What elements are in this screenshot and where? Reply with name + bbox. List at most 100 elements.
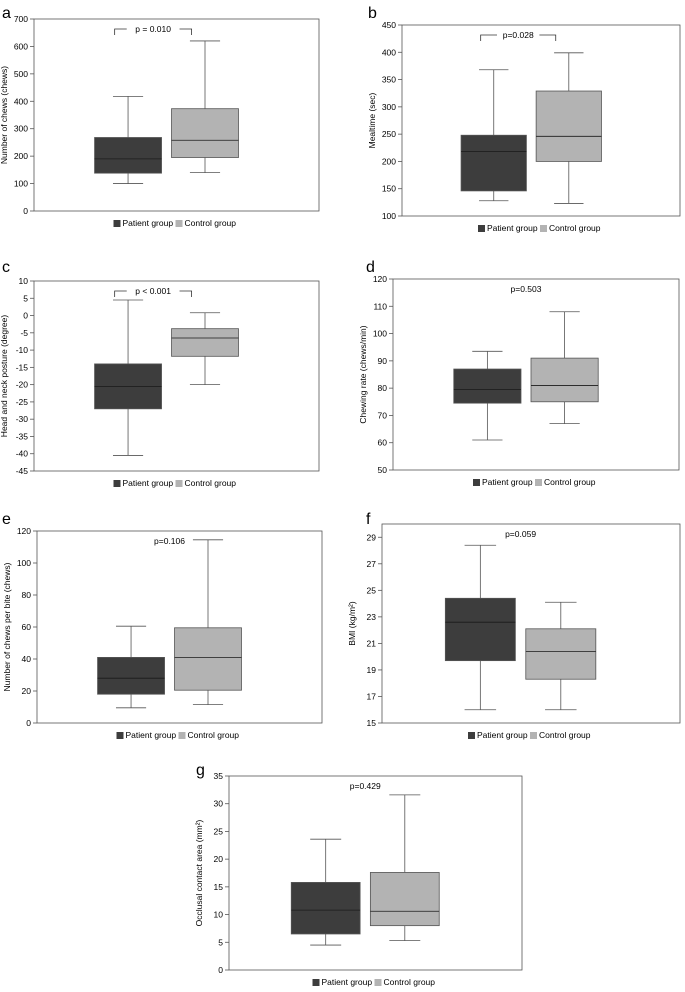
p-value-label: p = 0.010 <box>135 24 171 34</box>
box-control <box>174 539 242 705</box>
plot-frame <box>33 280 320 472</box>
box-control <box>171 40 239 174</box>
iqr-box <box>171 328 239 357</box>
y-axis-title: BMI (kg/m²) <box>347 601 357 646</box>
p-value-label: p=0.503 <box>511 284 542 294</box>
panel-letter: f <box>366 511 371 528</box>
legend-swatch <box>113 480 121 487</box>
box-control <box>530 311 599 425</box>
iqr-box <box>97 657 165 695</box>
plot-frame <box>381 523 681 724</box>
y-axis-title: Number of chews (chews) <box>0 66 9 164</box>
legend-swatch <box>478 225 485 232</box>
iqr-box <box>460 134 527 192</box>
pvalue-gap <box>126 24 180 34</box>
y-tick-label: -15 <box>16 362 29 372</box>
y-tick-label: 30 <box>214 799 224 809</box>
y-tick-label: 90 <box>378 356 388 366</box>
legend: Patient group Control group <box>113 478 237 488</box>
y-tick-label: 700 <box>14 14 28 24</box>
panel-g: g 0 5 10 15 20 25 30 35 Occlusal contact area (mm… <box>194 762 523 987</box>
box-control <box>171 312 239 386</box>
iqr-box <box>453 368 522 404</box>
legend-label: Control group <box>185 218 237 228</box>
legend-label: Control group <box>384 977 436 987</box>
y-tick-label: -10 <box>16 345 29 355</box>
y-tick-label: -35 <box>16 431 29 441</box>
y-tick-label: 29 <box>367 532 377 542</box>
y-tick-label: 17 <box>367 691 377 701</box>
legend-swatch <box>540 225 547 232</box>
y-axis-title: Occlusal contact area (mm²) <box>194 819 204 926</box>
legend-swatch <box>473 479 480 486</box>
legend-swatch <box>468 732 475 739</box>
y-tick-label: 20 <box>214 854 224 864</box>
legend-label: Control group <box>185 478 237 488</box>
box-patient <box>94 299 162 456</box>
legend-label: Patient group <box>477 730 528 740</box>
legend-label: Control group <box>549 223 601 233</box>
y-tick-label: 400 <box>14 96 28 106</box>
legend-swatch <box>312 979 320 986</box>
panel-letter: b <box>368 5 377 22</box>
y-tick-label: 10 <box>214 910 224 920</box>
y-tick-label: 60 <box>378 438 388 448</box>
y-tick-label: 0 <box>26 718 31 728</box>
legend-label: Control group <box>544 477 596 487</box>
legend: Patient group Control group <box>478 223 601 233</box>
legend-swatch <box>178 732 186 739</box>
legend: Patient group Control group <box>473 477 596 487</box>
y-tick-label: 400 <box>382 47 396 57</box>
y-tick-label: 10 <box>19 276 29 286</box>
box-patient <box>444 544 516 711</box>
y-tick-label: 40 <box>22 654 32 664</box>
legend-swatch <box>535 479 542 486</box>
y-tick-label: 100 <box>373 329 387 339</box>
pvalue-gap <box>497 30 540 40</box>
legend-swatch <box>175 480 183 487</box>
panel-letter: d <box>366 259 375 276</box>
y-tick-label: 19 <box>367 665 377 675</box>
p-value-label: p=0.028 <box>503 30 534 40</box>
legend: Patient group Control group <box>312 977 436 987</box>
panel-letter: e <box>2 511 11 528</box>
y-tick-label: 0 <box>23 206 28 216</box>
legend-swatch <box>116 732 124 739</box>
legend-label: Patient group <box>123 218 174 228</box>
box-control <box>535 52 602 204</box>
panel-letter: c <box>2 259 10 276</box>
y-tick-label: 300 <box>14 124 28 134</box>
legend-swatch <box>530 732 537 739</box>
y-tick-label: 120 <box>17 526 31 536</box>
y-tick-label: 110 <box>373 301 387 311</box>
legend-swatch <box>175 220 183 227</box>
p-value-label: p=0.106 <box>154 536 185 546</box>
y-tick-label: 80 <box>22 590 32 600</box>
p-value-label: p < 0.001 <box>135 286 171 296</box>
y-tick-label: 350 <box>382 75 396 85</box>
y-tick-label: 25 <box>367 585 377 595</box>
y-tick-label: 23 <box>367 612 377 622</box>
y-tick-label: 150 <box>382 184 396 194</box>
y-tick-label: 50 <box>378 465 388 475</box>
y-tick-label: 600 <box>14 41 28 51</box>
panel-letter: g <box>196 762 205 779</box>
y-tick-label: -45 <box>16 466 29 476</box>
iqr-box <box>444 597 516 662</box>
iqr-box <box>174 627 242 691</box>
y-tick-label: 100 <box>14 179 28 189</box>
panel-b: b 100 150 200 250 300 350 400 450 Mealtime (sec) p… <box>367 5 681 233</box>
y-tick-label: -20 <box>16 380 29 390</box>
y-tick-label: 25 <box>214 826 224 836</box>
y-tick-label: -40 <box>16 449 29 459</box>
legend-label: Patient group <box>482 477 533 487</box>
legend-swatch <box>113 220 121 227</box>
y-tick-label: 15 <box>214 882 224 892</box>
y-tick-label: 200 <box>382 156 396 166</box>
p-value-label: p=0.429 <box>350 781 381 791</box>
iqr-box <box>171 108 239 158</box>
y-axis-title: Head and neck posture (degree) <box>0 315 9 438</box>
legend: Patient group Control group <box>468 730 591 740</box>
box-patient <box>94 95 162 184</box>
